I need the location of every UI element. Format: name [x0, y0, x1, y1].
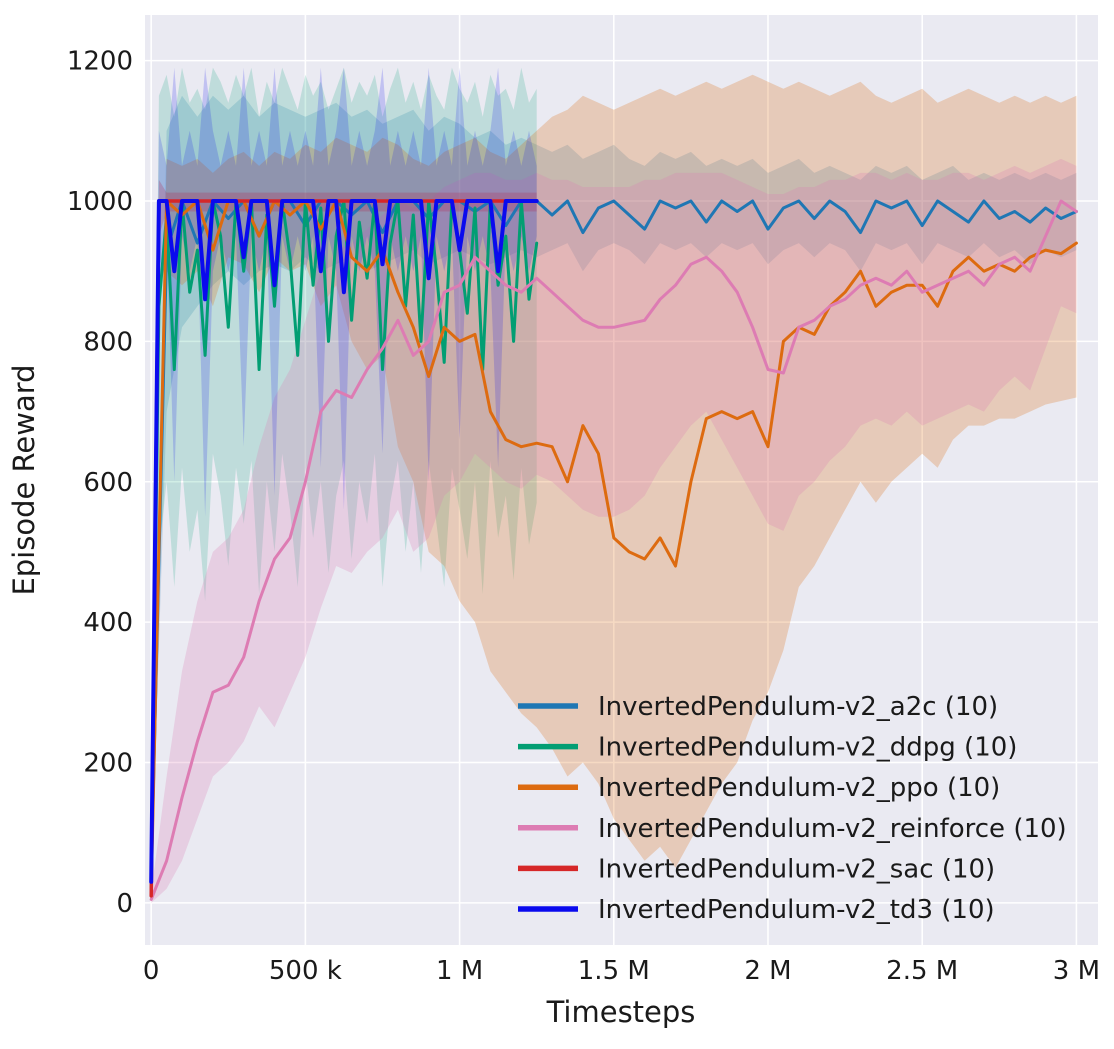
- legend-label-td3: InvertedPendulum-v2_td3 (10): [598, 895, 995, 925]
- series-lines-layer: [149, 199, 1078, 901]
- y-tick-label: 1000: [67, 187, 133, 217]
- y-tick-label: 200: [83, 749, 133, 779]
- confidence-band-a2c: [151, 95, 1077, 882]
- legend: InvertedPendulum-v2_a2c (10) InvertedPend…: [518, 692, 1067, 925]
- x-tick-label: 2 M: [744, 956, 791, 986]
- confidence-band-ddpg: [151, 67, 537, 903]
- x-tick-label: 1.5 M: [578, 956, 650, 986]
- y-tick-label: 400: [83, 608, 133, 638]
- legend-label-ddpg: InvertedPendulum-v2_ddpg (10): [598, 733, 1017, 763]
- y-axis-label: Episode Reward: [7, 364, 41, 595]
- x-tick-label: 1 M: [436, 956, 483, 986]
- confidence-band-ppo: [151, 74, 1077, 900]
- series-line-td3: [149, 199, 539, 884]
- legend-label-ppo: InvertedPendulum-v2_ppo (10): [598, 773, 1000, 803]
- x-tick-label: 0: [143, 956, 160, 986]
- legend-label-sac: InvertedPendulum-v2_sac (10): [598, 854, 995, 884]
- x-tick-labels: 0 500 k 1 M 1.5 M 2 M 2.5 M 3 M: [143, 956, 1100, 986]
- x-tick-label: 500 k: [269, 956, 342, 986]
- y-tick-label: 600: [83, 468, 133, 498]
- series-line-reinforce: [149, 199, 1078, 901]
- legend-label-reinforce: InvertedPendulum-v2_reinforce (10): [598, 814, 1067, 844]
- x-tick-label: 3 M: [1053, 956, 1100, 986]
- y-tick-label: 1200: [67, 47, 133, 77]
- legend-label-a2c: InvertedPendulum-v2_a2c (10): [598, 692, 998, 722]
- gridlines: [145, 15, 1098, 945]
- y-tick-label: 0: [116, 889, 133, 919]
- x-tick-label: 2.5 M: [886, 956, 958, 986]
- plot-background: [145, 15, 1098, 945]
- confidence-band-td3: [151, 67, 537, 896]
- y-tick-labels: 0 200 400 600 800 1000 1200: [67, 47, 133, 919]
- y-tick-label: 800: [83, 327, 133, 357]
- x-axis-label: Timesteps: [546, 995, 696, 1029]
